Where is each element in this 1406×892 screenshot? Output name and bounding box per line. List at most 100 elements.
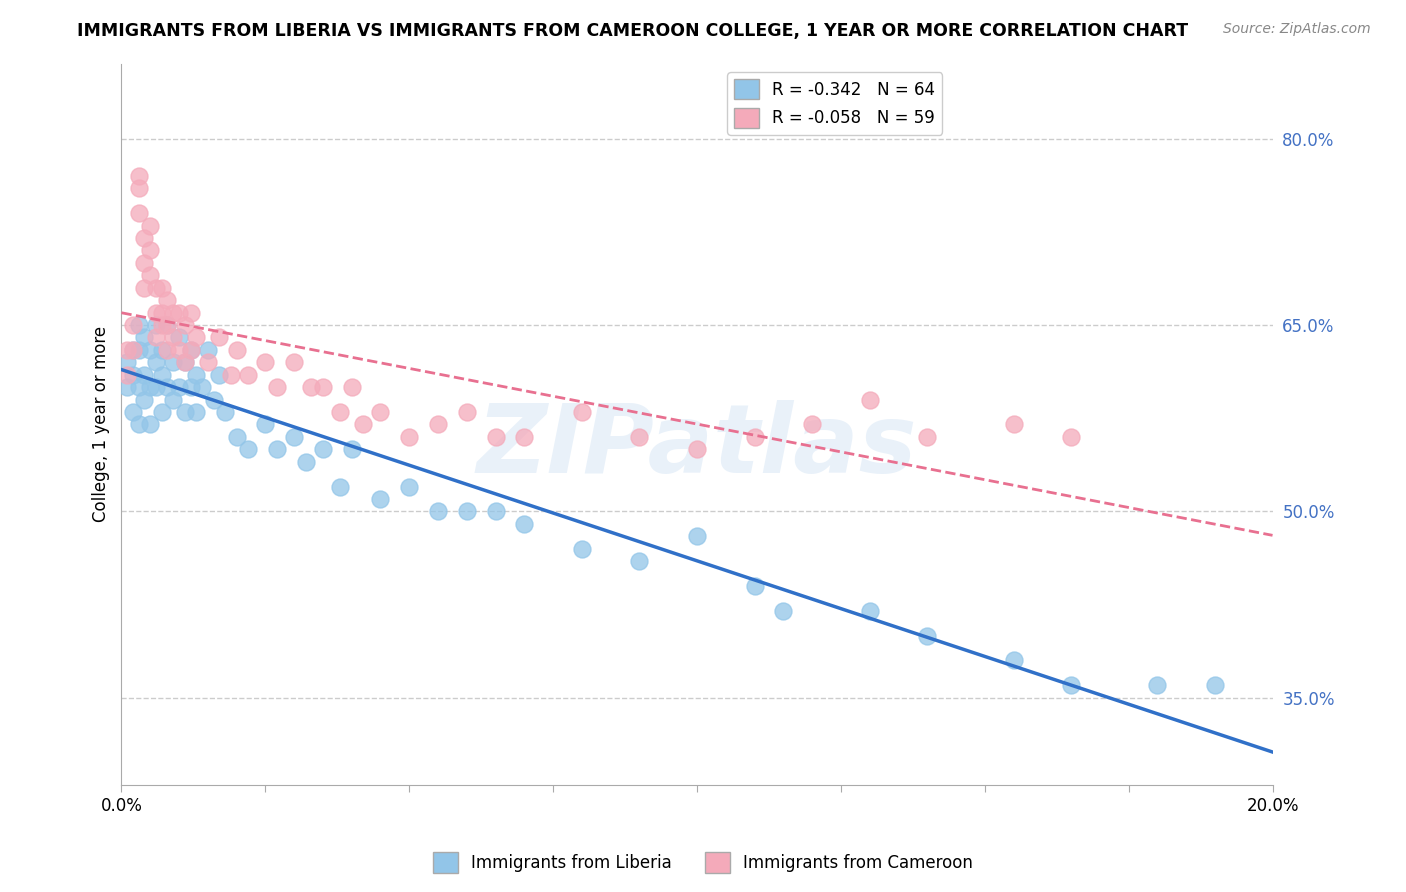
- Point: [283, 355, 305, 369]
- Text: IMMIGRANTS FROM LIBERIA VS IMMIGRANTS FROM CAMEROON COLLEGE, 1 YEAR OR MORE CORR: IMMIGRANTS FROM LIBERIA VS IMMIGRANTS FR…: [77, 22, 1188, 40]
- Point: [167, 380, 190, 394]
- Point: [122, 368, 145, 382]
- Point: [294, 455, 316, 469]
- Point: [915, 430, 938, 444]
- Point: [179, 380, 201, 394]
- Point: [173, 405, 195, 419]
- Point: [1204, 678, 1226, 692]
- Point: [145, 318, 167, 332]
- Point: [167, 343, 190, 357]
- Point: [134, 281, 156, 295]
- Point: [162, 305, 184, 319]
- Point: [150, 343, 173, 357]
- Legend: R = -0.342   N = 64, R = -0.058   N = 59: R = -0.342 N = 64, R = -0.058 N = 59: [727, 72, 942, 135]
- Point: [484, 430, 506, 444]
- Point: [191, 380, 214, 394]
- Point: [145, 281, 167, 295]
- Point: [1060, 678, 1083, 692]
- Point: [173, 318, 195, 332]
- Point: [122, 343, 145, 357]
- Point: [744, 430, 766, 444]
- Point: [134, 368, 156, 382]
- Point: [628, 430, 651, 444]
- Point: [370, 491, 392, 506]
- Point: [134, 392, 156, 407]
- Text: Source: ZipAtlas.com: Source: ZipAtlas.com: [1223, 22, 1371, 37]
- Point: [186, 330, 208, 344]
- Point: [1002, 653, 1025, 667]
- Point: [173, 355, 195, 369]
- Point: [134, 256, 156, 270]
- Point: [456, 405, 478, 419]
- Point: [186, 368, 208, 382]
- Point: [340, 380, 363, 394]
- Point: [266, 380, 288, 394]
- Point: [398, 479, 420, 493]
- Point: [299, 380, 322, 394]
- Point: [139, 268, 162, 283]
- Point: [128, 343, 150, 357]
- Point: [456, 504, 478, 518]
- Point: [115, 380, 138, 394]
- Point: [254, 417, 277, 432]
- Point: [122, 405, 145, 419]
- Point: [162, 355, 184, 369]
- Point: [139, 244, 162, 258]
- Point: [150, 405, 173, 419]
- Point: [167, 330, 190, 344]
- Point: [179, 343, 201, 357]
- Point: [283, 430, 305, 444]
- Point: [859, 392, 882, 407]
- Point: [150, 281, 173, 295]
- Point: [156, 343, 179, 357]
- Point: [128, 318, 150, 332]
- Point: [162, 392, 184, 407]
- Point: [427, 504, 450, 518]
- Point: [145, 355, 167, 369]
- Point: [156, 318, 179, 332]
- Point: [139, 417, 162, 432]
- Point: [329, 479, 352, 493]
- Point: [571, 405, 593, 419]
- Point: [1146, 678, 1168, 692]
- Point: [236, 442, 259, 457]
- Point: [179, 343, 201, 357]
- Text: ZIPatlas: ZIPatlas: [477, 400, 917, 492]
- Point: [219, 368, 242, 382]
- Point: [134, 330, 156, 344]
- Point: [266, 442, 288, 457]
- Point: [686, 442, 709, 457]
- Point: [236, 368, 259, 382]
- Point: [340, 442, 363, 457]
- Point: [122, 343, 145, 357]
- Point: [186, 405, 208, 419]
- Point: [571, 541, 593, 556]
- Point: [115, 343, 138, 357]
- Point: [128, 417, 150, 432]
- Point: [427, 417, 450, 432]
- Point: [162, 330, 184, 344]
- Point: [202, 392, 225, 407]
- Legend: Immigrants from Liberia, Immigrants from Cameroon: Immigrants from Liberia, Immigrants from…: [426, 846, 980, 880]
- Point: [859, 604, 882, 618]
- Point: [150, 318, 173, 332]
- Point: [513, 430, 536, 444]
- Point: [145, 305, 167, 319]
- Point: [801, 417, 824, 432]
- Point: [484, 504, 506, 518]
- Point: [115, 368, 138, 382]
- Point: [254, 355, 277, 369]
- Point: [225, 430, 247, 444]
- Point: [128, 169, 150, 183]
- Point: [134, 231, 156, 245]
- Point: [145, 380, 167, 394]
- Point: [139, 343, 162, 357]
- Point: [1002, 417, 1025, 432]
- Point: [156, 293, 179, 307]
- Point: [744, 579, 766, 593]
- Point: [156, 380, 179, 394]
- Point: [686, 529, 709, 543]
- Point: [173, 355, 195, 369]
- Point: [352, 417, 374, 432]
- Point: [208, 368, 231, 382]
